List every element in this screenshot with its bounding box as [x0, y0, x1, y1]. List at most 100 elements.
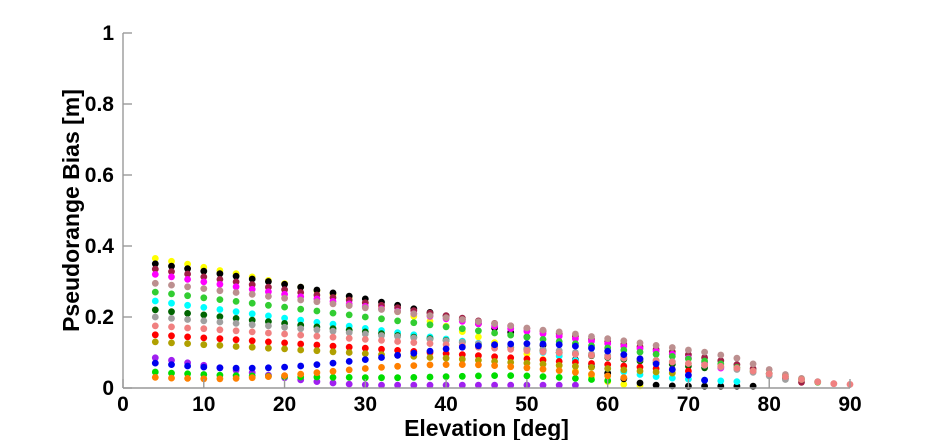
data-point-sat-yellow: [168, 257, 175, 265]
data-point-sat-black: [168, 262, 175, 270]
data-point-sat-yellow: [151, 255, 159, 262]
data-point-sat-olive: [168, 339, 175, 347]
data-point-sat-tan: [604, 335, 612, 343]
data-point-sat-orange: [297, 370, 305, 378]
data-point-sat-green: [151, 368, 159, 376]
data-point-sat-limegreen: [410, 319, 418, 327]
data-point-sat-salmon: [717, 362, 725, 370]
data-point-sat-purple: [426, 381, 434, 389]
data-point-sat-tan: [733, 354, 741, 362]
data-point-sat-tan: [458, 316, 466, 323]
data-point-sat-green: [588, 376, 595, 383]
data-point-sat-gray: [168, 315, 175, 322]
data-point-sat-maroon: [151, 265, 159, 273]
data-point-sat-purple: [555, 381, 563, 389]
data-point-sat-orange: [151, 374, 159, 381]
data-point-sat-cyan: [668, 374, 676, 382]
data-point-sat-cyan: [281, 314, 288, 322]
data-point-sat-limegreen: [458, 325, 466, 333]
data-point-sat-olive: [345, 349, 353, 356]
data-point-sat-tan: [426, 312, 434, 319]
data-point-sat-tan: [378, 306, 385, 313]
data-point-sat-tan: [200, 285, 208, 292]
y-tick-label: 0: [102, 377, 114, 400]
data-point-sat-salmon: [733, 364, 741, 372]
data-point-sat-blue: [248, 364, 256, 372]
data-point-sat-tan: [232, 289, 240, 296]
data-point-sat-blue: [442, 345, 450, 353]
data-point-sat-purple: [491, 381, 498, 389]
data-point-sat-limegreen: [491, 329, 498, 337]
data-point-sat-red: [345, 343, 353, 351]
data-point-sat-cyan: [232, 308, 240, 316]
data-point-sat-green: [555, 374, 563, 381]
data-point-sat-tan: [475, 318, 482, 325]
data-point-sat-green: [442, 373, 450, 380]
data-point-sat-magenta: [572, 335, 579, 343]
data-point-sat-orange: [200, 375, 208, 383]
data-point-sat-yellow: [620, 381, 628, 388]
data-point-sat-gray: [345, 329, 353, 336]
data-point-sat-salmon: [394, 338, 401, 345]
y-tick-label: 0.8: [85, 93, 115, 116]
x-tick-label: 0: [117, 393, 129, 416]
data-point-sat-olive: [572, 362, 579, 370]
data-point-sat-purple: [507, 381, 515, 389]
data-point-sat-cyan: [717, 377, 725, 385]
data-point-sat-green: [475, 372, 482, 380]
data-point-sat-cyan: [216, 306, 224, 313]
data-point-sat-blue: [588, 344, 595, 352]
data-point-sat-maroon: [200, 273, 208, 281]
data-point-sat-purple: [539, 381, 547, 389]
data-point-sat-orange: [329, 367, 337, 375]
data-point-sat-green: [361, 374, 369, 382]
data-point-sat-salmon: [184, 324, 192, 332]
data-point-sat-salmon: [168, 323, 175, 331]
data-point-sat-green: [168, 369, 175, 377]
data-point-sat-red: [361, 344, 369, 352]
data-point-sat-salmon: [701, 361, 708, 369]
data-point-sat-limegreen: [652, 350, 660, 358]
data-point-sat-tan: [717, 351, 725, 359]
data-point-sat-purple: [410, 381, 418, 389]
data-point-sat-blue: [620, 351, 628, 358]
data-point-sat-salmon: [151, 322, 159, 330]
data-point-sat-orange: [426, 361, 434, 369]
data-point-sat-tan: [297, 296, 305, 304]
data-point-sat-black: [232, 272, 240, 280]
data-point-sat-purple: [329, 379, 337, 387]
data-point-sat-black: [248, 275, 256, 283]
data-point-sat-orange: [361, 365, 369, 372]
y-tick-label: 0.6: [85, 164, 114, 187]
data-point-sat-blue: [426, 347, 434, 355]
data-point-sat-salmon: [572, 350, 579, 358]
data-point-sat-gray: [184, 316, 192, 323]
data-point-sat-darkgreen: [216, 313, 224, 320]
data-point-sat-green: [523, 372, 531, 380]
data-point-sat-olive: [329, 348, 337, 356]
data-point-sat-limegreen: [313, 307, 321, 315]
data-point-sat-limegreen: [329, 309, 337, 317]
x-tick-label: 60: [596, 393, 619, 416]
data-point-sat-salmon: [329, 333, 337, 341]
data-point-sat-tan: [507, 322, 515, 330]
data-point-sat-magenta: [151, 271, 159, 278]
data-point-sat-green: [378, 374, 385, 382]
data-point-sat-orange: [410, 362, 418, 369]
data-point-sat-orange: [394, 362, 401, 370]
data-point-sat-orange: [265, 373, 272, 380]
data-point-sat-black: [652, 381, 660, 389]
data-point-sat-tan: [491, 320, 498, 328]
data-point-sat-limegreen: [361, 313, 369, 321]
data-point-sat-green: [491, 372, 498, 379]
data-point-sat-blue: [281, 363, 288, 371]
data-point-sat-blue: [297, 362, 305, 370]
data-point-sat-red: [281, 339, 288, 347]
data-point-sat-olive: [555, 361, 563, 369]
data-point-sat-black: [281, 280, 288, 288]
data-point-sat-salmon: [798, 376, 805, 383]
data-point-sat-purple: [345, 380, 353, 388]
data-point-sat-green: [572, 375, 579, 382]
data-point-sat-orange: [232, 375, 240, 382]
